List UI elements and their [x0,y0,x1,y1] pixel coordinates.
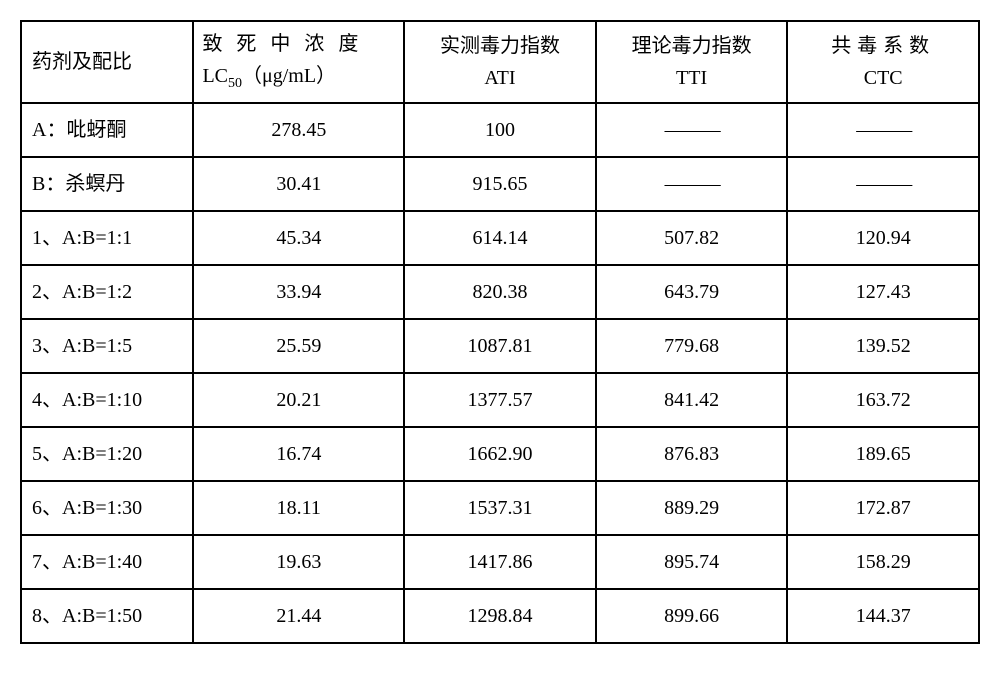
table-row: A：吡蚜酮 278.45 100 ——— ——— [21,103,979,157]
cell-ctc: ——— [787,103,979,157]
cell-ctc: 158.29 [787,535,979,589]
header-agent: 药剂及配比 [21,21,193,103]
cell-agent: 4、A:B=1:10 [21,373,193,427]
cell-agent: B：杀螟丹 [21,157,193,211]
cell-ati: 820.38 [404,265,596,319]
cell-tti: 895.74 [596,535,788,589]
toxicity-data-table: 药剂及配比 致死中浓度 LC50（μg/mL） 实测毒力指数 ATI 理论毒力指… [20,20,980,644]
cell-agent: 2、A:B=1:2 [21,265,193,319]
cell-lc50: 278.45 [193,103,404,157]
table-row: 5、A:B=1:20 16.74 1662.90 876.83 189.65 [21,427,979,481]
cell-lc50: 19.63 [193,535,404,589]
header-ati: 实测毒力指数 ATI [404,21,596,103]
table-row: 7、A:B=1:40 19.63 1417.86 895.74 158.29 [21,535,979,589]
cell-tti: 643.79 [596,265,788,319]
cell-agent: 7、A:B=1:40 [21,535,193,589]
header-text: 理论毒力指数 [605,30,779,62]
header-ctc: 共毒系数 CTC [787,21,979,103]
table-row: 1、A:B=1:1 45.34 614.14 507.82 120.94 [21,211,979,265]
cell-agent: 6、A:B=1:30 [21,481,193,535]
cell-lc50: 20.21 [193,373,404,427]
table-row: B：杀螟丹 30.41 915.65 ——— ——— [21,157,979,211]
header-text: 药剂及配比 [32,46,184,78]
cell-lc50: 16.74 [193,427,404,481]
cell-agent: 3、A:B=1:5 [21,319,193,373]
cell-agent: 8、A:B=1:50 [21,589,193,643]
cell-ati: 1417.86 [404,535,596,589]
header-text: ATI [413,62,587,94]
cell-ati: 1537.31 [404,481,596,535]
cell-lc50: 21.44 [193,589,404,643]
header-lc50: 致死中浓度 LC50（μg/mL） [193,21,404,103]
table-row: 4、A:B=1:10 20.21 1377.57 841.42 163.72 [21,373,979,427]
header-text: 致死中浓度 [202,28,399,60]
cell-lc50: 30.41 [193,157,404,211]
cell-lc50: 33.94 [193,265,404,319]
cell-tti: 889.29 [596,481,788,535]
header-text: CTC [796,62,970,94]
cell-ati: 1087.81 [404,319,596,373]
header-tti: 理论毒力指数 TTI [596,21,788,103]
header-text: TTI [605,62,779,94]
cell-tti: 779.68 [596,319,788,373]
cell-ctc: 144.37 [787,589,979,643]
table-body: A：吡蚜酮 278.45 100 ——— ——— B：杀螟丹 30.41 915… [21,103,979,643]
cell-tti: 876.83 [596,427,788,481]
cell-ati: 1377.57 [404,373,596,427]
table-row: 2、A:B=1:2 33.94 820.38 643.79 127.43 [21,265,979,319]
cell-ctc: 127.43 [787,265,979,319]
cell-ati: 1662.90 [404,427,596,481]
cell-ati: 614.14 [404,211,596,265]
cell-ctc: 120.94 [787,211,979,265]
cell-tti: ——— [596,103,788,157]
table-header: 药剂及配比 致死中浓度 LC50（μg/mL） 实测毒力指数 ATI 理论毒力指… [21,21,979,103]
cell-tti: ——— [596,157,788,211]
cell-ati: 1298.84 [404,589,596,643]
cell-tti: 507.82 [596,211,788,265]
cell-ctc: 172.87 [787,481,979,535]
cell-ctc: 189.65 [787,427,979,481]
cell-lc50: 45.34 [193,211,404,265]
table-header-row: 药剂及配比 致死中浓度 LC50（μg/mL） 实测毒力指数 ATI 理论毒力指… [21,21,979,103]
table-row: 6、A:B=1:30 18.11 1537.31 889.29 172.87 [21,481,979,535]
header-text: LC50（μg/mL） [202,60,399,95]
table-row: 3、A:B=1:5 25.59 1087.81 779.68 139.52 [21,319,979,373]
cell-agent: A：吡蚜酮 [21,103,193,157]
cell-tti: 899.66 [596,589,788,643]
cell-tti: 841.42 [596,373,788,427]
cell-agent: 5、A:B=1:20 [21,427,193,481]
cell-lc50: 18.11 [193,481,404,535]
table-row: 8、A:B=1:50 21.44 1298.84 899.66 144.37 [21,589,979,643]
cell-ctc: 163.72 [787,373,979,427]
toxicity-table-wrapper: 药剂及配比 致死中浓度 LC50（μg/mL） 实测毒力指数 ATI 理论毒力指… [20,20,980,644]
cell-ctc: ——— [787,157,979,211]
cell-ati: 100 [404,103,596,157]
cell-lc50: 25.59 [193,319,404,373]
cell-ctc: 139.52 [787,319,979,373]
cell-agent: 1、A:B=1:1 [21,211,193,265]
header-text: 实测毒力指数 [413,30,587,62]
header-text: 共毒系数 [796,30,970,62]
cell-ati: 915.65 [404,157,596,211]
